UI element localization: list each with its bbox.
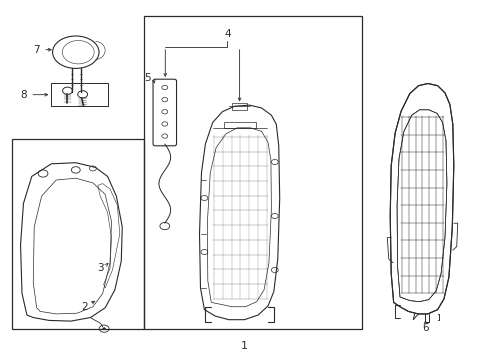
- Text: 6: 6: [421, 323, 428, 333]
- Bar: [12, 139, 144, 329]
- Bar: [231, 103, 247, 110]
- Circle shape: [102, 328, 105, 330]
- Text: 3: 3: [97, 263, 103, 273]
- Bar: [224, 122, 255, 128]
- Bar: [144, 16, 361, 329]
- Bar: [51, 83, 107, 106]
- Text: 2: 2: [81, 302, 87, 312]
- Text: 1: 1: [241, 341, 247, 351]
- Text: 8: 8: [20, 90, 27, 100]
- Text: 7: 7: [33, 45, 40, 55]
- Text: 4: 4: [224, 29, 230, 39]
- Text: 5: 5: [144, 73, 151, 84]
